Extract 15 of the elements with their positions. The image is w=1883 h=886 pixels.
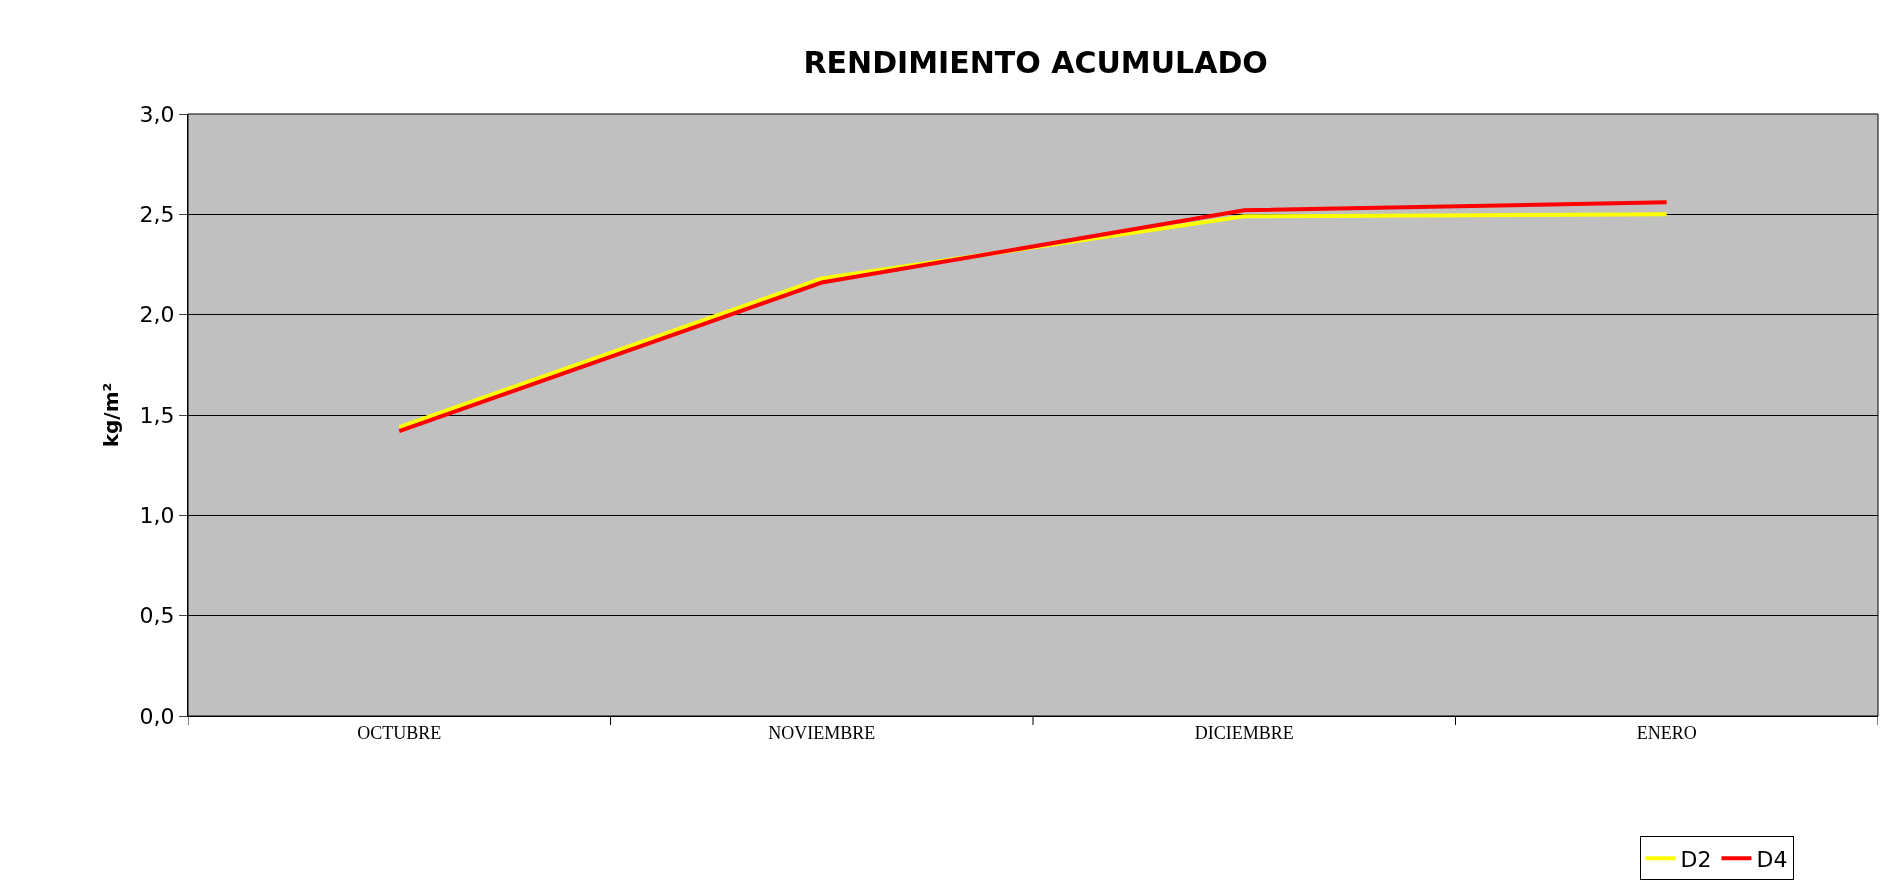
x-tick-label: NOVIEMBRE [768,722,876,743]
legend-label: D2 [1680,846,1712,872]
y-tick-label: 1,0 [139,503,175,529]
x-tick-label: ENERO [1636,722,1697,743]
y-tick-label: 2,5 [139,202,175,228]
y-axis-title: kg/m² [99,382,124,448]
y-tick-label: 3,0 [139,101,175,127]
y-tick-label: 1,5 [139,402,175,428]
y-tick-label: 0,0 [139,703,175,729]
legend-label: D4 [1756,846,1788,872]
x-tick-label: OCTUBRE [357,722,442,743]
x-tick-label: DICIEMBRE [1194,722,1294,743]
chart-title: RENDIMIENTO ACUMULADO [803,44,1268,80]
y-tick-label: 2,0 [139,302,175,328]
y-tick-label: 0,5 [139,603,175,629]
